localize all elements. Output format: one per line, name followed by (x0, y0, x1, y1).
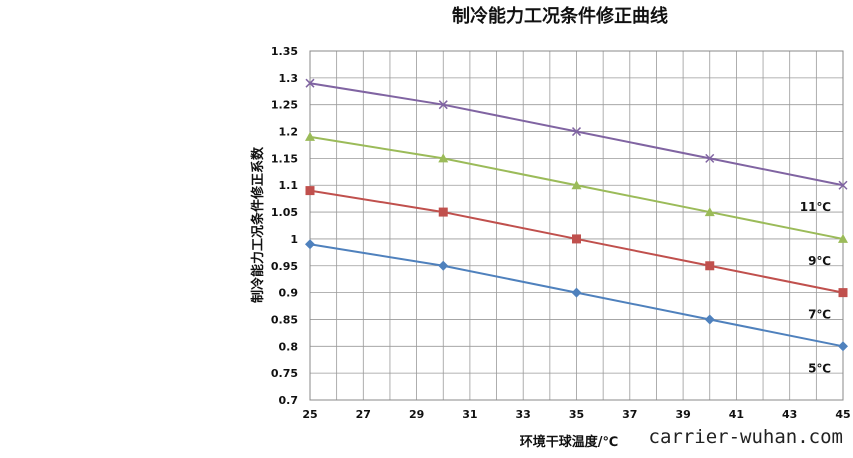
y-tick-label: 0.85 (271, 313, 298, 326)
data-point (705, 261, 715, 271)
data-point (838, 341, 848, 352)
x-axis: 25 27 29 31 33 35 37 39 41 43 45 (302, 408, 850, 421)
y-tick-label: 0.9 (279, 287, 299, 300)
series: 9℃ (305, 131, 848, 268)
series: 7℃ (305, 186, 848, 322)
data-point (305, 78, 315, 88)
y-tick-label: 1.3 (279, 72, 299, 85)
chart-title: 制冷能力工况条件修正曲线 (452, 5, 668, 27)
data-point (704, 314, 715, 325)
series-label: 9℃ (808, 254, 831, 268)
x-tick-label: 33 (516, 408, 531, 421)
x-tick-label: 31 (462, 408, 477, 421)
y-axis-label: 制冷能力工况条件修正系数 (250, 146, 266, 303)
series-label: 5℃ (808, 361, 831, 375)
y-tick-label: 1.2 (279, 126, 299, 139)
data-point (704, 207, 715, 217)
y-tick-label: 1.05 (271, 206, 298, 219)
series-label: 11℃ (800, 200, 831, 214)
data-point (438, 260, 449, 271)
plot-area (309, 50, 844, 401)
data-point (305, 239, 315, 250)
y-tick-label: 1.15 (271, 152, 298, 165)
data-point (838, 180, 848, 190)
data-point (438, 100, 448, 110)
data-point (438, 153, 449, 163)
series: 5℃ (305, 239, 848, 375)
data-point (838, 288, 848, 298)
data-point (705, 153, 715, 163)
series-label: 7℃ (808, 308, 831, 322)
y-axis: 0.7 0.75 0.8 0.85 0.9 0.95 1 1.05 1.1 1.15 1.2 1.25… (271, 45, 298, 407)
x-axis-label: 环境干球温度/℃ (520, 434, 619, 450)
x-tick-label: 37 (622, 408, 637, 421)
data-point (305, 186, 315, 196)
data-point (305, 131, 315, 141)
x-tick-label: 35 (569, 408, 584, 421)
data-point (571, 287, 582, 298)
data-point (838, 233, 848, 243)
data-point (572, 234, 581, 244)
data-point (571, 180, 582, 190)
series: 11℃ (305, 78, 848, 214)
y-tick-label: 0.8 (279, 340, 299, 353)
grid (309, 50, 844, 401)
y-tick-label: 0.75 (271, 367, 298, 380)
x-tick-label: 45 (835, 408, 850, 421)
watermark: carrier-wuhan.com (649, 426, 843, 448)
x-tick-label: 29 (409, 408, 424, 421)
x-tick-label: 25 (302, 408, 317, 421)
y-tick-label: 1.25 (271, 99, 298, 112)
y-tick-label: 0.7 (279, 394, 299, 407)
x-tick-label: 39 (675, 408, 690, 421)
data-point (438, 207, 448, 217)
y-tick-label: 0.95 (271, 260, 298, 273)
y-tick-label: 1.35 (271, 45, 298, 58)
x-tick-label: 41 (729, 408, 744, 421)
data-point (571, 127, 582, 137)
x-tick-label: 27 (356, 408, 371, 421)
x-tick-label: 43 (782, 408, 797, 421)
y-tick-label: 1.1 (279, 179, 299, 192)
series-group: 5℃ 7℃ 9℃ 11℃ (305, 78, 848, 375)
y-tick-label: 1 (290, 233, 298, 246)
